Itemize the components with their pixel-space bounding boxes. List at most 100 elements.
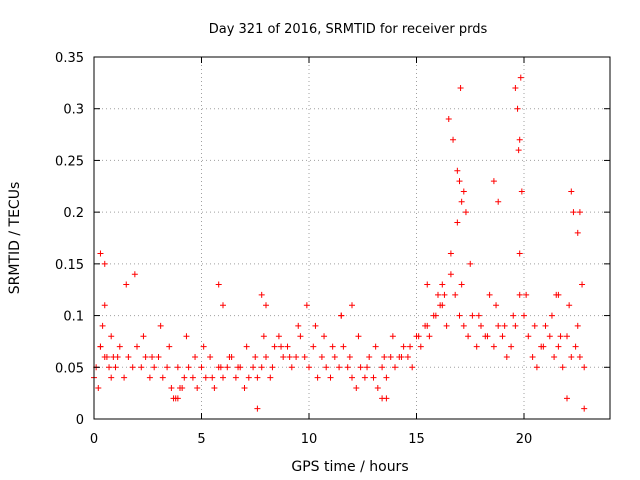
data-point: [349, 302, 355, 309]
data-point: [331, 353, 338, 360]
data-point: [192, 353, 199, 360]
data-point: [134, 343, 140, 350]
data-point: [516, 250, 523, 257]
data-point: [183, 333, 190, 340]
data-point: [181, 374, 188, 381]
data-point: [357, 364, 364, 371]
data-point: [209, 374, 216, 381]
data-point: [495, 198, 502, 205]
plot-frame: [93, 56, 611, 420]
data-point: [295, 322, 302, 329]
data-point: [381, 353, 388, 360]
data-point: [254, 405, 261, 412]
data-point: [275, 333, 282, 340]
data-point: [493, 302, 500, 309]
data-point: [450, 136, 457, 143]
data-point: [280, 353, 287, 360]
data-point: [286, 353, 293, 360]
data-point: [164, 364, 171, 371]
data-point: [252, 353, 259, 360]
data-point: [546, 333, 553, 340]
data-point: [516, 291, 523, 298]
data-point: [540, 343, 547, 350]
data-point: [572, 343, 579, 350]
data-point: [454, 167, 461, 174]
data-point: [101, 353, 108, 360]
data-point: [149, 353, 156, 360]
data-point: [121, 374, 128, 381]
data-point: [185, 364, 192, 371]
data-point: [194, 384, 201, 391]
data-point: [548, 312, 555, 319]
data-point: [303, 302, 310, 309]
data-point: [374, 384, 381, 391]
data-point: [523, 291, 530, 298]
data-points: [91, 74, 588, 412]
data-point: [462, 209, 469, 216]
data-point: [217, 364, 224, 371]
data-point: [245, 374, 252, 381]
data-point: [140, 333, 147, 340]
data-point: [310, 343, 317, 350]
data-point: [490, 343, 497, 350]
x-tick-label: 20: [516, 432, 533, 447]
data-point: [389, 333, 396, 340]
data-point: [501, 322, 508, 329]
data-point: [415, 333, 422, 340]
data-point: [409, 364, 416, 371]
data-point: [99, 322, 106, 329]
data-point: [361, 374, 368, 381]
data-point: [426, 333, 433, 340]
data-point: [574, 229, 581, 236]
data-point: [516, 136, 523, 143]
data-point: [490, 178, 497, 185]
data-point: [398, 353, 405, 360]
data-point: [435, 291, 441, 298]
data-point: [512, 322, 519, 329]
data-point: [297, 333, 304, 340]
x-tick-label: 15: [408, 432, 425, 447]
data-point: [97, 250, 104, 257]
data-point: [518, 188, 525, 195]
data-point: [215, 281, 222, 288]
data-point: [574, 322, 581, 329]
data-point: [445, 116, 452, 123]
data-point: [370, 374, 377, 381]
y-tick-label: 0: [76, 413, 84, 428]
axis-ticks: [93, 56, 610, 420]
data-point: [407, 343, 414, 350]
data-point: [566, 302, 573, 309]
data-point: [458, 281, 465, 288]
data-point: [465, 333, 472, 340]
data-point: [258, 291, 265, 298]
data-point: [525, 333, 532, 340]
data-point: [200, 343, 207, 350]
data-point: [372, 343, 379, 350]
data-point: [142, 353, 149, 360]
data-point: [166, 343, 173, 350]
data-point: [551, 353, 558, 360]
data-point: [189, 374, 196, 381]
data-point: [112, 364, 119, 371]
data-point: [312, 322, 319, 329]
data-point: [364, 364, 371, 371]
data-point: [116, 343, 123, 350]
data-point: [353, 384, 360, 391]
data-point: [581, 364, 588, 371]
data-point: [138, 364, 145, 371]
data-point: [475, 312, 482, 319]
y-tick-label: 0.2: [63, 206, 84, 221]
data-point: [387, 353, 394, 360]
y-tick-label: 0.05: [55, 361, 84, 376]
data-point: [503, 353, 510, 360]
data-point: [579, 281, 586, 288]
data-point: [263, 302, 269, 309]
data-point: [232, 374, 239, 381]
data-point: [467, 260, 474, 267]
data-point: [168, 384, 175, 391]
data-point: [306, 364, 312, 371]
data-point: [174, 364, 181, 371]
data-point: [484, 333, 491, 340]
data-point: [224, 364, 231, 371]
data-point: [531, 322, 538, 329]
